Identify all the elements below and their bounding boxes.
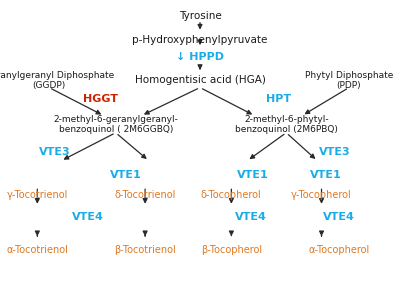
Text: β-Tocopherol: β-Tocopherol xyxy=(201,245,262,255)
Text: Tyrosine: Tyrosine xyxy=(179,11,221,20)
Text: α-Tocopherol: α-Tocopherol xyxy=(308,245,370,255)
Text: HGGT: HGGT xyxy=(82,94,118,104)
Text: γ-Tocopherol: γ-Tocopherol xyxy=(291,190,352,200)
Text: VTE4: VTE4 xyxy=(323,212,355,222)
Text: 2-methyl-6-geranylgeranyl-
benzoquinol ( 2M6GGBQ): 2-methyl-6-geranylgeranyl- benzoquinol (… xyxy=(53,115,178,134)
Text: Geranylgeranyl Diphosphate
(GGDP): Geranylgeranyl Diphosphate (GGDP) xyxy=(0,71,114,90)
Text: ↓ HPPD: ↓ HPPD xyxy=(176,52,224,62)
Text: VTE1: VTE1 xyxy=(110,170,141,180)
Text: p-Hydroxyphenylpyruvate: p-Hydroxyphenylpyruvate xyxy=(132,35,268,45)
Text: VTE3: VTE3 xyxy=(39,147,71,158)
Text: 2-methyl-6-phytyl-
benzoquinol (2M6PBQ): 2-methyl-6-phytyl- benzoquinol (2M6PBQ) xyxy=(235,115,338,134)
Text: VTE1: VTE1 xyxy=(310,170,341,180)
Text: VTE3: VTE3 xyxy=(320,147,351,158)
Text: α-Tocotrienol: α-Tocotrienol xyxy=(6,245,68,255)
Text: Phytyl Diphosphate
(PDP): Phytyl Diphosphate (PDP) xyxy=(305,71,393,90)
Text: VTE1: VTE1 xyxy=(237,170,269,180)
Text: Homogentisic acid (HGA): Homogentisic acid (HGA) xyxy=(134,75,266,86)
Text: VTE4: VTE4 xyxy=(72,212,104,222)
Text: δ-Tocotrienol: δ-Tocotrienol xyxy=(114,190,176,200)
Text: β-Tocotrienol: β-Tocotrienol xyxy=(114,245,176,255)
Text: HPT: HPT xyxy=(266,94,291,104)
Text: VTE4: VTE4 xyxy=(235,212,267,222)
Text: γ-Tocotrienol: γ-Tocotrienol xyxy=(7,190,68,200)
Text: δ-Tocopherol: δ-Tocopherol xyxy=(201,190,262,200)
